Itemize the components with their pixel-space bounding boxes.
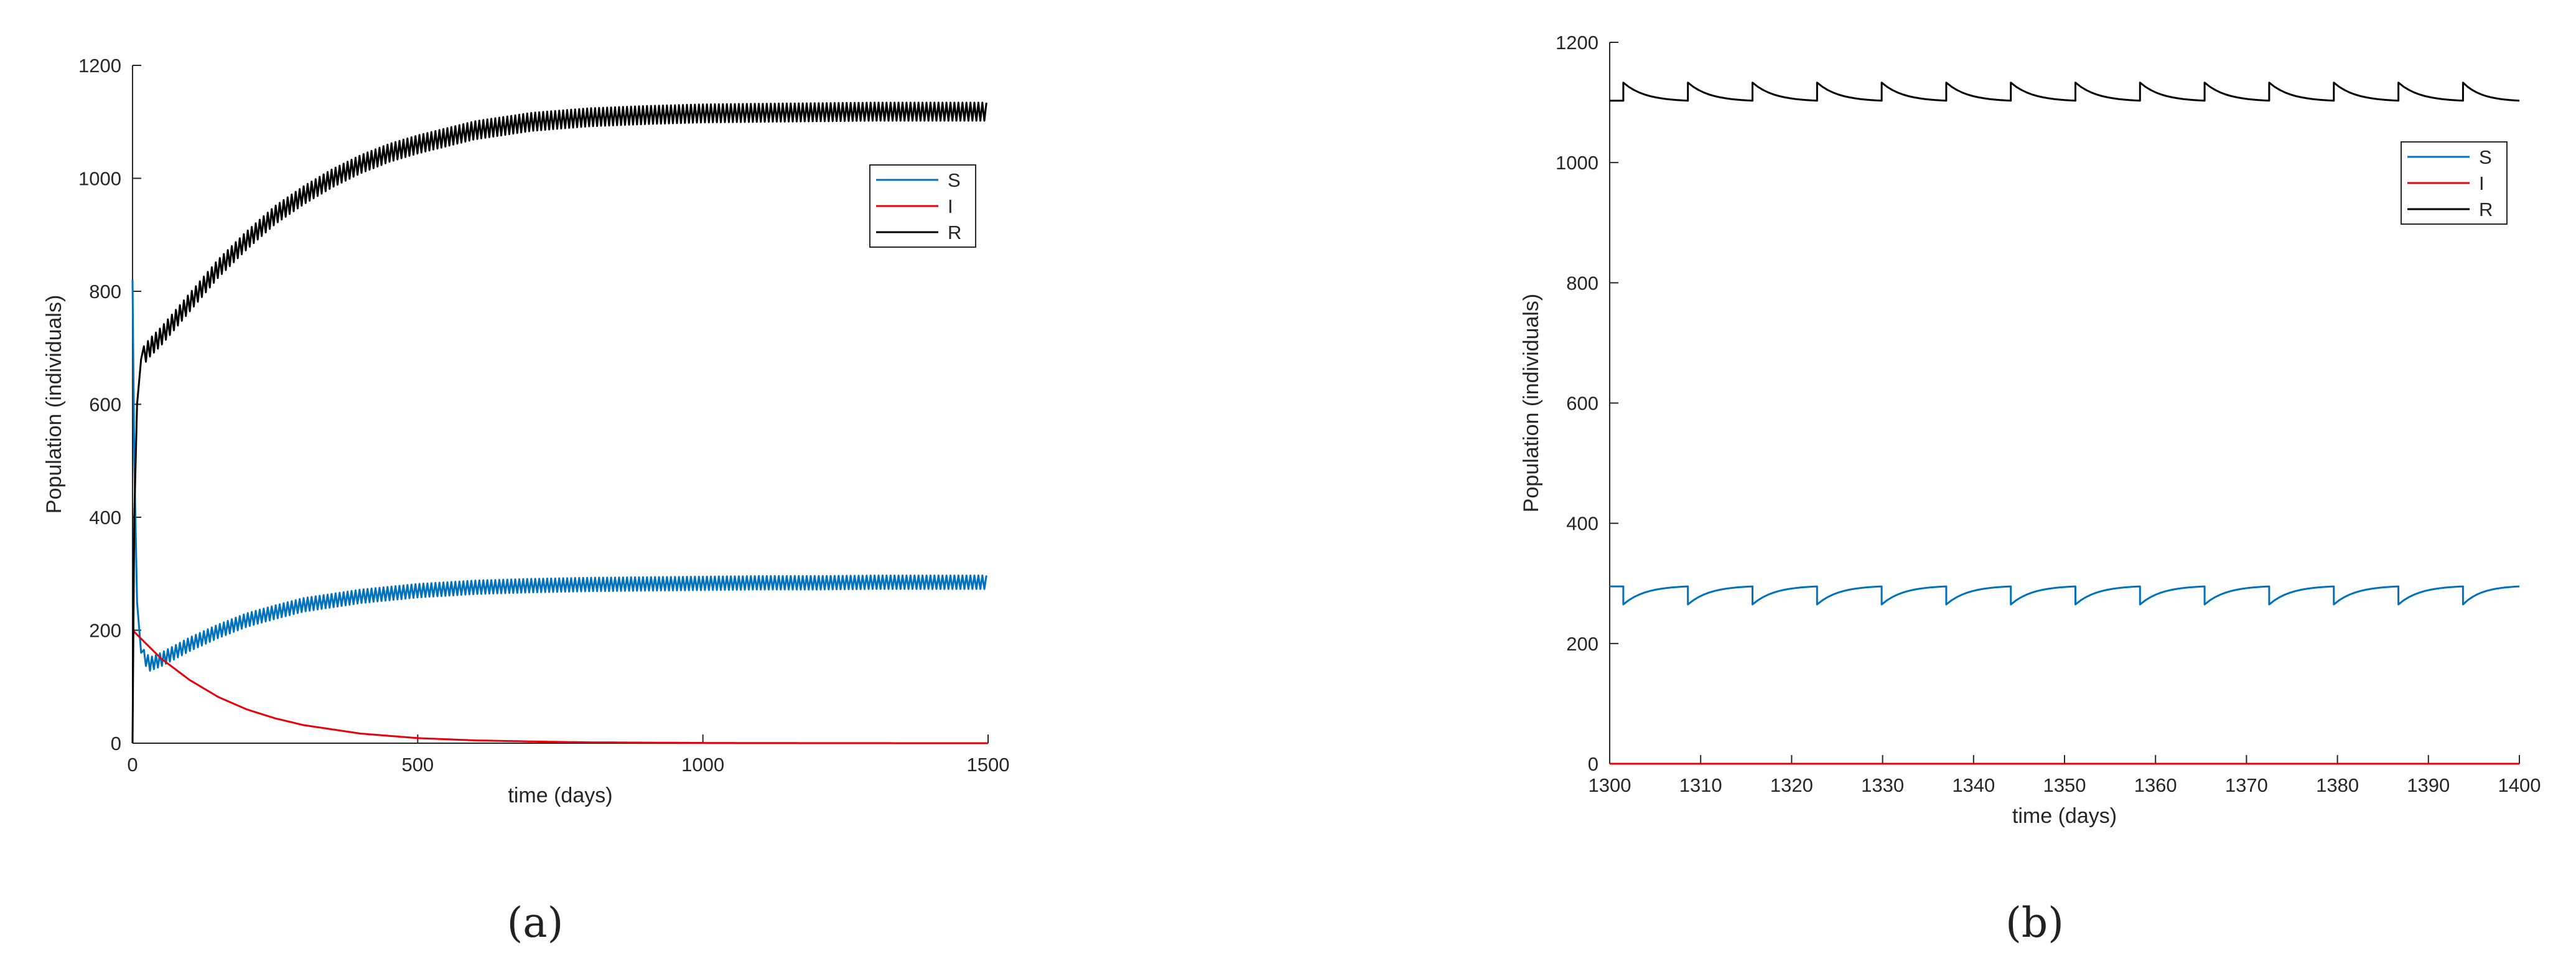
panel-a-x-axis-label: time (days): [508, 784, 612, 807]
panel-a-series-s-line: [131, 279, 987, 672]
panel-a-legend: SIR: [869, 164, 976, 248]
panel-a-series-i-line: [131, 629, 988, 744]
panel-b-x-tick-label: 1320: [1770, 774, 1813, 796]
panel-a: 0 200 400 600 800 1000 1200 0 500 1000 1500 time (d…: [42, 55, 1009, 807]
panel-a-y-tick-label: 0: [111, 733, 121, 754]
panel-b-x-tick-label: 1300: [1589, 774, 1631, 796]
panel-b-y-tick-label: 1000: [1556, 152, 1598, 174]
panel-b-legend-label-s: S: [2479, 146, 2492, 168]
panel-a-legend-label-s: S: [948, 169, 961, 191]
panel-a-y-axis-label: Population (individuals): [42, 295, 66, 514]
panel-b-x-tick-label: 1360: [2134, 774, 2177, 796]
panel-b-x-axis-label: time (days): [2012, 804, 2117, 828]
panel-b-y-tick-label: 800: [1566, 272, 1598, 294]
panel-b-series-r-line: [1610, 82, 2520, 102]
panel-b-x-tick-label: 1400: [2498, 774, 2541, 796]
panel-b-caption: (b): [2005, 899, 2064, 947]
panel-a-caption: (a): [507, 899, 564, 947]
panel-b-x-tick-label: 1390: [2407, 774, 2450, 796]
panel-b-x-tick-label: 1310: [1679, 774, 1722, 796]
panel-b-y-tick-label: 200: [1566, 633, 1598, 655]
panel-a-legend-label-r: R: [948, 222, 961, 243]
panel-b-y-tick-label: 1200: [1556, 32, 1598, 54]
panel-b-x-tick-label: 1340: [1952, 774, 1995, 796]
panel-a-y-tick-label: 200: [89, 620, 121, 642]
panel-b-x-tick-label: 1370: [2225, 774, 2268, 796]
panel-b: 0 200 400 600 800 1000 1200 1300 1310 1320 1330 134…: [1519, 32, 2541, 828]
panel-a-y-tick-label: 1200: [78, 55, 121, 77]
panel-a-y-tick-label: 400: [89, 507, 121, 528]
panel-b-series-s-line: [1610, 585, 2520, 606]
panel-b-y-axis-label: Population (individuals): [1519, 294, 1543, 513]
panel-a-y-tick-label: 800: [89, 281, 121, 303]
panel-b-y-tick-label: 600: [1566, 393, 1598, 415]
panel-a-x-tick-label: 1000: [681, 754, 724, 776]
panel-a-x-tick-label: 500: [401, 754, 434, 776]
panel-b-legend: SIR: [2401, 141, 2508, 225]
panel-a-legend-label-i: I: [948, 195, 953, 217]
panel-b-x-tick-label: 1350: [2043, 774, 2086, 796]
panel-b-x-tick-label: 1330: [1861, 774, 1904, 796]
panel-b-legend-label-i: I: [2479, 172, 2485, 194]
panel-b-x-tick-label: 1380: [2316, 774, 2359, 796]
panel-a-x-tick-label: 1500: [967, 754, 1010, 776]
panel-b-y-tick-label: 0: [1588, 753, 1598, 775]
panel-b-legend-label-r: R: [2479, 199, 2493, 220]
panel-a-series-r-line: [131, 101, 987, 744]
panel-a-y-tick-label: 600: [89, 394, 121, 416]
panel-a-y-tick-label: 1000: [78, 168, 121, 190]
panel-b-y-tick-label: 400: [1566, 513, 1598, 535]
panel-a-x-tick-label: 0: [127, 754, 138, 776]
